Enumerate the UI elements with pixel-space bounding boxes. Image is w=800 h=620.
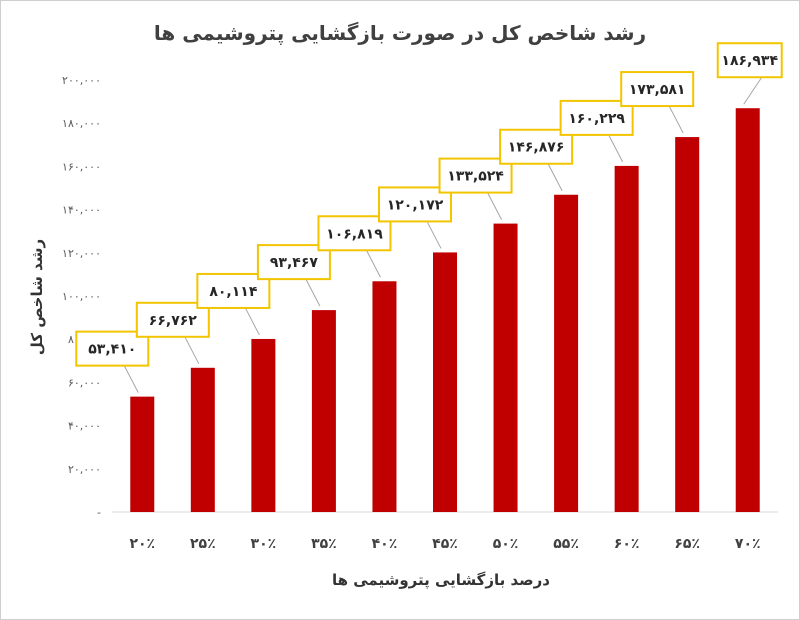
x-tick-label: ۲۵٪ bbox=[190, 536, 216, 552]
x-tick-label: ۶۵٪ bbox=[674, 536, 700, 552]
data-label: ۱۰۶,۸۱۹ bbox=[326, 226, 383, 242]
leader-line bbox=[547, 163, 563, 191]
bar bbox=[554, 194, 579, 512]
data-label-box bbox=[196, 272, 271, 309]
bar bbox=[372, 281, 397, 512]
data-label: ۸۰,۱۱۴ bbox=[209, 284, 257, 300]
leader-line bbox=[366, 250, 381, 278]
y-tick-label: ۴۰,۰۰۰ bbox=[68, 420, 101, 433]
data-label-box bbox=[716, 42, 783, 79]
x-tick-label: ۷۰٪ bbox=[735, 536, 761, 552]
bar-series bbox=[130, 108, 760, 513]
data-labels: ۵۳,۴۱۰ ۶۶,۷۶۲ ۸۰,۱۱۴ ۹۳,۴۶۷ ۱۰۶,۸۱۹۱۲۰,۱۷۲۱۳… bbox=[75, 42, 783, 393]
data-label: ۱۸۶,۹۳۴ bbox=[721, 53, 778, 69]
x-tick-label: ۶۰٪ bbox=[614, 536, 640, 552]
y-tick-label: ۲۰۰,۰۰۰ bbox=[62, 74, 101, 87]
x-tick-label: ۳۰٪ bbox=[251, 536, 277, 552]
y-axis-label: رشد شاخص کل bbox=[28, 239, 46, 355]
y-tick-label: - bbox=[97, 506, 101, 519]
data-label-box bbox=[135, 301, 210, 338]
x-tick-label: ۳۵٪ bbox=[311, 536, 337, 552]
y-tick-label: ۱۲۰,۰۰۰ bbox=[62, 247, 101, 260]
leader-line bbox=[608, 134, 624, 163]
leader-line bbox=[743, 76, 763, 105]
y-tick-label: ۶۰,۰۰۰ bbox=[68, 376, 101, 389]
leader-line bbox=[487, 192, 502, 220]
bar bbox=[311, 310, 336, 512]
leader-line bbox=[668, 105, 684, 134]
y-tick-label: ۱۴۰,۰۰۰ bbox=[62, 204, 101, 217]
leader-line bbox=[244, 307, 260, 336]
data-label: ۱۶۰,۲۲۹ bbox=[568, 111, 625, 127]
y-tick-label: ۱۰۰,۰۰۰ bbox=[62, 290, 101, 303]
data-label: ۶۶,۷۶۲ bbox=[149, 313, 197, 329]
data-label: ۱۳۳,۵۲۴ bbox=[447, 169, 504, 185]
data-label: ۱۲۰,۱۷۲ bbox=[387, 197, 444, 213]
x-tick-label: ۴۵٪ bbox=[432, 536, 458, 552]
data-label: ۹۳,۴۶۷ bbox=[270, 255, 318, 271]
x-tick-label: ۴۰٪ bbox=[372, 536, 398, 552]
x-tick-label: ۲۰٪ bbox=[129, 536, 155, 552]
leader-line bbox=[426, 221, 442, 249]
bar bbox=[675, 137, 700, 512]
x-tick-label: ۵۵٪ bbox=[553, 536, 579, 552]
x-tick-label: ۵۰٪ bbox=[493, 536, 519, 552]
y-axis: -۲۰,۰۰۰۴۰,۰۰۰۶۰,۰۰۰۸۰,۰۰۰۱۰۰,۰۰۰۱۲۰,۰۰۰۱… bbox=[62, 74, 778, 519]
data-label-box bbox=[620, 71, 695, 108]
bar bbox=[614, 165, 639, 512]
leader-line bbox=[184, 336, 200, 365]
bar bbox=[130, 396, 155, 512]
bar bbox=[433, 252, 457, 513]
y-tick-label: ۱۸۰,۰۰۰ bbox=[62, 117, 101, 130]
leader-line bbox=[305, 278, 321, 307]
data-label: ۱۴۶,۸۷۶ bbox=[508, 140, 565, 156]
bar bbox=[493, 223, 518, 512]
bar bbox=[251, 338, 276, 512]
y-tick-label: ۲۰,۰۰۰ bbox=[68, 463, 101, 476]
data-label: ۱۷۳,۵۸۱ bbox=[629, 82, 686, 98]
chart-title: رشد شاخص کل در صورت بازگشایی پتروشیمی ها bbox=[154, 21, 646, 46]
x-axis-label: درصد بازگشایی پتروشیمی ها bbox=[332, 571, 550, 590]
leader-line bbox=[123, 365, 139, 393]
bar bbox=[735, 108, 760, 512]
data-label: ۵۳,۴۱۰ bbox=[88, 342, 136, 358]
y-tick-label: ۱۶۰,۰۰۰ bbox=[62, 160, 101, 173]
bar bbox=[190, 367, 215, 512]
x-axis: ۲۰٪ ۲۵٪ ۳۰٪ ۳۵٪ ۴۰٪ ۴۵٪ ۵۰٪ ۵۵٪ ۶۰٪ ۶۵٪ ۷۰٪ bbox=[129, 536, 760, 552]
